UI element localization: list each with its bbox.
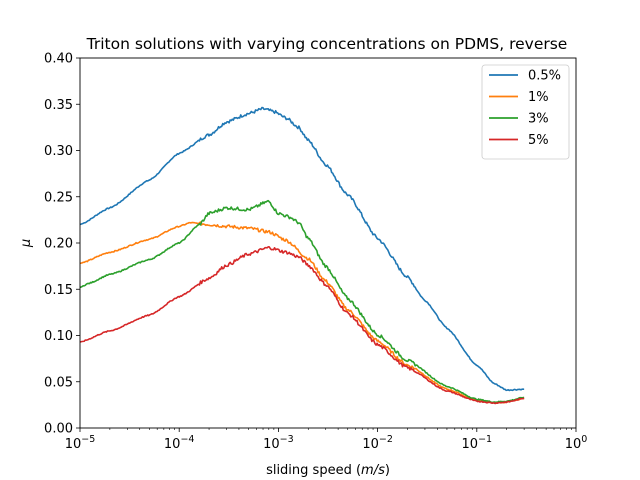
legend: 0.5% 1% 3% 5%	[481, 64, 570, 160]
x-tick-label: 10−4	[164, 434, 195, 452]
x-tick-label: 10−2	[362, 434, 393, 452]
series-line-4	[79, 246, 525, 405]
x-tick-label: 10−1	[462, 434, 493, 452]
y-axis: 0.00 0.05 0.10 0.15 0.20 0.25 0.30 0.35 0.40	[44, 52, 80, 437]
legend-label: 1%	[528, 90, 549, 105]
y-tick-label: 0.35	[44, 98, 73, 113]
series-line-3	[79, 199, 525, 404]
y-tick-label: 0.25	[44, 190, 73, 205]
legend-label: 0.5%	[528, 69, 561, 84]
y-tick-label: 0.20	[44, 237, 73, 252]
x-axis-label: sliding speed (m/s)	[266, 463, 390, 478]
chart-title: Triton solutions with varying concentrat…	[86, 35, 568, 53]
plot-area	[79, 106, 525, 405]
y-tick-label: 0.00	[44, 422, 73, 437]
y-tick-label: 0.10	[44, 329, 73, 344]
y-tick-label: 0.40	[44, 52, 73, 67]
y-tick-label: 0.30	[44, 144, 73, 159]
legend-box	[481, 64, 570, 160]
x-tick-label: 100	[565, 434, 588, 452]
series-line-2	[79, 221, 525, 405]
legend-label: 3%	[528, 112, 549, 127]
legend-label: 5%	[528, 133, 549, 148]
series-line-1	[79, 106, 525, 392]
y-tick-label: 0.15	[44, 283, 73, 298]
y-axis-label: μ	[19, 239, 34, 248]
x-axis: 10−5 10−4 10−3 10−2 10−1 100	[65, 428, 588, 452]
y-tick-label: 0.05	[44, 375, 73, 390]
x-tick-label: 10−3	[263, 434, 294, 452]
x-tick-label: 10−5	[65, 434, 96, 452]
